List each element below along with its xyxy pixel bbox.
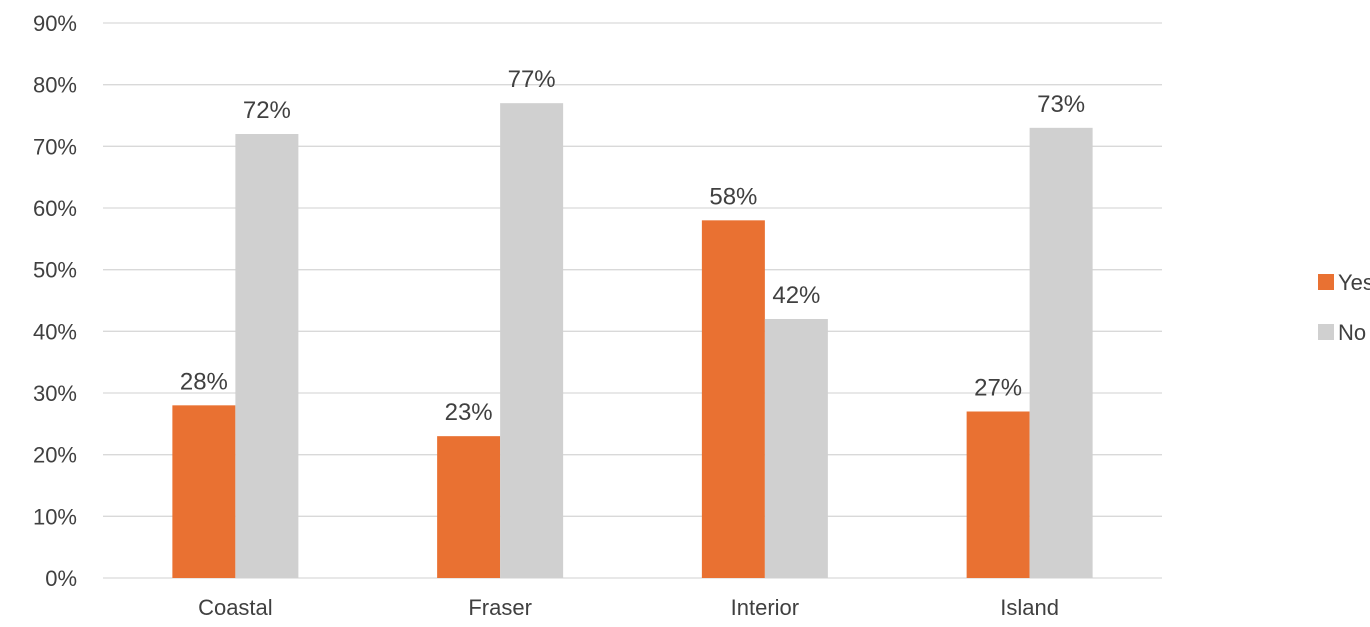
y-tick-label: 60% xyxy=(33,196,77,221)
y-tick-label: 80% xyxy=(33,73,77,98)
data-label: 58% xyxy=(709,183,757,210)
bar-no-interior xyxy=(764,319,828,578)
data-label: 73% xyxy=(1037,91,1085,118)
y-tick-label: 70% xyxy=(33,134,77,159)
y-tick-label: 90% xyxy=(33,11,77,36)
y-tick-label: 30% xyxy=(33,381,77,406)
legend-label: No xyxy=(1338,320,1366,345)
x-tick-label: Interior xyxy=(731,595,799,620)
data-label: 72% xyxy=(243,97,291,124)
x-tick-label: Island xyxy=(1000,595,1059,620)
bars xyxy=(172,103,1093,579)
bar-yes-fraser xyxy=(437,436,501,578)
data-label: 23% xyxy=(445,399,493,426)
data-label: 42% xyxy=(772,282,820,309)
x-tick-label: Coastal xyxy=(198,595,273,620)
bar-no-island xyxy=(1029,127,1093,578)
bar-yes-island xyxy=(966,411,1030,578)
legend: Yes No xyxy=(1318,270,1370,345)
legend-label: Yes xyxy=(1338,270,1370,295)
y-tick-label: 20% xyxy=(33,443,77,468)
x-axis: Coastal Fraser Interior Island xyxy=(198,595,1059,620)
data-label: 27% xyxy=(974,375,1022,402)
data-label: 77% xyxy=(508,66,556,93)
data-label: 28% xyxy=(180,368,228,395)
bar-yes-coastal xyxy=(172,405,236,578)
data-labels: 28% 72% 23% 77% 58% 42% 27% 73% xyxy=(180,66,1085,426)
legend-swatch-yes xyxy=(1318,274,1334,290)
legend-swatch-no xyxy=(1318,324,1334,340)
bar-yes-interior xyxy=(701,220,765,579)
y-axis: 0% 10% 20% 30% 40% 50% 60% 70% 80% 90% xyxy=(33,11,77,591)
x-tick-label: Fraser xyxy=(468,595,532,620)
y-tick-label: 10% xyxy=(33,504,77,529)
y-tick-label: 50% xyxy=(33,258,77,283)
y-tick-label: 40% xyxy=(33,319,77,344)
y-tick-label: 0% xyxy=(45,566,77,591)
bar-no-fraser xyxy=(500,103,564,579)
bar-no-coastal xyxy=(235,134,299,578)
